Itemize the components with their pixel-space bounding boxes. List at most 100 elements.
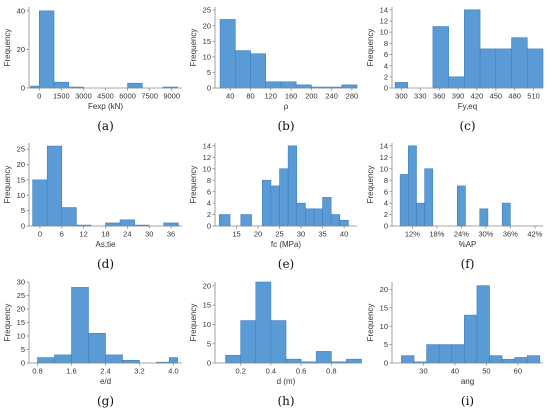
y-tick-label: 15 <box>17 175 25 184</box>
histogram-panel-1: 0 20 40 0 1500 3000 4500 6000 7500 9000 Fexp (kN) F… <box>3 6 182 133</box>
histogram-bar <box>322 197 332 227</box>
histogram-bar <box>54 354 72 364</box>
x-tick-label: 18 <box>101 230 109 239</box>
y-tick-label: 14 <box>380 5 388 14</box>
histogram-bar <box>313 208 323 227</box>
x-tick-label: 40 <box>226 92 234 101</box>
y-tick-label: 4 <box>207 199 211 208</box>
y-tick-label: 4 <box>384 199 388 208</box>
histogram-bar <box>46 145 63 227</box>
histogram-bar <box>346 358 362 364</box>
y-tick-label: 10 <box>203 164 211 173</box>
x-tick-label: 200 <box>305 92 318 101</box>
panel-label: (e) <box>278 257 294 271</box>
histogram-bar <box>53 81 70 89</box>
histogram-bar <box>219 19 236 89</box>
y-tick-label: 20 <box>203 281 211 290</box>
y-tick-label: 8 <box>207 176 211 185</box>
x-tick-label: 36% <box>503 230 518 239</box>
histogram-panel-4: 0 5 10 15 20 25 0 6 12 18 24 30 36 As,tie Frequency (d) <box>3 143 182 271</box>
x-tick-label: 30% <box>478 230 493 239</box>
y-tick-label: 10 <box>203 52 211 61</box>
y-axis-label: Frequency <box>366 166 375 204</box>
histogram-bar <box>394 82 409 89</box>
y-tick-label: 0 <box>384 222 388 231</box>
histogram-bar <box>265 81 282 89</box>
histogram-bar <box>296 202 306 227</box>
histogram-bar <box>339 219 349 227</box>
x-tick-label: 280 <box>346 92 359 101</box>
x-tick-label: 1500 <box>53 92 70 101</box>
y-axis-label: Frequency <box>189 166 198 204</box>
x-tick-label: 24% <box>454 230 469 239</box>
y-tick-label: 0 <box>207 359 211 368</box>
histogram-bar <box>285 358 302 364</box>
y-tick-label: 5 <box>21 345 25 354</box>
histogram-bar <box>270 320 287 364</box>
x-tick-label: 240 <box>325 92 338 101</box>
histogram-bar <box>514 357 528 364</box>
y-tick-label: 12 <box>203 153 211 162</box>
y-tick-label: 25 <box>203 6 211 15</box>
x-axis-label: As,tie <box>95 240 116 249</box>
histogram-panel-6: 0 2 4 6 8 10 12 14 12% 18% 24% 30% 36% 42% %AP Frequenc… <box>366 141 543 271</box>
x-tick-label: 35 <box>318 230 326 239</box>
y-tick-label: 5 <box>21 206 25 215</box>
histogram-panel-8: 0 5 10 15 20 0.2 0.4 0.6 0.8 d (m) Frequency (h) <box>189 281 362 408</box>
histogram-bar <box>122 359 140 364</box>
x-axis-label: %AP <box>459 240 477 249</box>
x-tick-label: 9000 <box>163 92 180 101</box>
x-tick-label: 2.4 <box>100 367 110 376</box>
y-axis-label: Frequency <box>366 304 375 342</box>
histogram-bar <box>438 344 453 364</box>
histogram-bar <box>225 354 241 364</box>
histogram-bar <box>526 355 541 364</box>
x-tick-label: 390 <box>452 92 465 101</box>
y-axis-label: Frequency <box>3 304 12 342</box>
histogram-bar <box>105 222 121 227</box>
histogram-bar <box>479 208 489 227</box>
y-tick-label: 10 <box>203 320 211 329</box>
histogram-bar <box>280 81 297 89</box>
x-tick-label: 0.2 <box>235 367 245 376</box>
histogram-bar <box>315 351 332 364</box>
y-tick-label: 12 <box>380 153 388 162</box>
y-tick-label: 5 <box>207 68 211 77</box>
histogram-panel-5: 0 2 4 6 8 10 12 14 15 20 25 30 35 40 fc (MPa) Frequency… <box>189 141 357 271</box>
histogram-bar <box>287 145 298 227</box>
x-tick-label: 20 <box>254 230 262 239</box>
histogram-bar <box>38 10 55 89</box>
y-tick-label: 5 <box>207 339 211 348</box>
x-axis-label: fc (MPa) <box>271 240 302 249</box>
x-tick-label: 3000 <box>75 92 92 101</box>
x-tick-label: 300 <box>395 92 408 101</box>
histogram-bar <box>476 285 490 364</box>
x-tick-label: 4.0 <box>168 367 178 376</box>
histogram-bar <box>451 344 465 364</box>
x-tick-label: 12% <box>405 230 420 239</box>
x-tick-label: 40 <box>340 230 348 239</box>
x-axis-label: ang <box>461 377 474 386</box>
x-tick-label: 1.6 <box>66 367 76 376</box>
x-tick-label: 7500 <box>141 92 158 101</box>
histogram-bar <box>295 84 312 89</box>
panel-label: (g) <box>97 394 114 408</box>
x-tick-label: 15 <box>232 230 240 239</box>
x-tick-label: 30 <box>419 367 427 376</box>
histogram-bar <box>489 355 503 364</box>
histogram-bar <box>495 48 512 89</box>
y-tick-label: 25 <box>17 145 25 154</box>
histogram-bar <box>240 320 257 364</box>
y-tick-label: 25 <box>17 291 25 300</box>
histogram-bar <box>464 9 481 89</box>
x-tick-label: 40 <box>451 367 459 376</box>
y-tick-label: 0 <box>21 222 25 231</box>
y-tick-label: 6 <box>384 187 388 196</box>
histogram-bar <box>479 48 497 89</box>
x-tick-label: 18% <box>429 230 444 239</box>
histogram-bar <box>234 50 251 89</box>
histogram-panel-9: 0 5 10 15 20 30 40 50 60 ang Frequency (i) <box>366 282 543 408</box>
y-tick-label: 10 <box>380 322 388 331</box>
histogram-bar <box>341 84 358 89</box>
y-tick-label: 2 <box>207 210 211 219</box>
